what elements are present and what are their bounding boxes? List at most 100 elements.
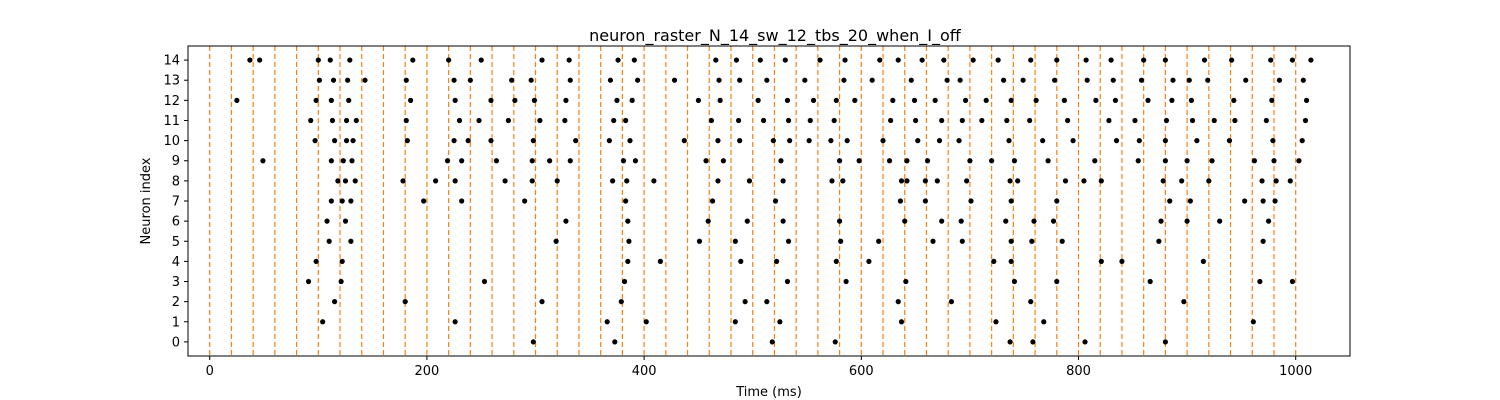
spike-point: [1276, 77, 1283, 83]
spike-point: [347, 57, 353, 63]
spike-point: [866, 258, 872, 264]
spike-point: [1243, 77, 1249, 83]
spike-point: [738, 258, 744, 264]
spike-point: [1098, 178, 1104, 184]
spike-point: [1028, 299, 1034, 305]
spike-point: [627, 138, 633, 144]
x-tick-label: 0: [206, 364, 214, 379]
spike-point: [623, 198, 629, 204]
spike-point: [332, 138, 338, 144]
spike-point: [956, 138, 962, 144]
spike-point: [1112, 97, 1119, 103]
spike-point: [856, 158, 862, 164]
y-tick-label: 9: [172, 154, 180, 169]
spike-point: [713, 57, 719, 63]
spike-point: [1156, 238, 1162, 244]
spike-point: [330, 77, 337, 83]
spike-point: [465, 138, 471, 144]
spike-point: [257, 57, 263, 63]
y-tick-label: 10: [163, 134, 180, 149]
spike-point: [922, 198, 928, 204]
spike-point: [1132, 117, 1138, 124]
spike-point: [614, 97, 620, 103]
spike-point: [1045, 158, 1051, 164]
spike-point: [922, 178, 928, 184]
spike-point: [1147, 278, 1153, 285]
spike-point: [528, 77, 534, 83]
spike-point: [547, 158, 553, 164]
spike-point: [1303, 97, 1310, 103]
spike-point: [567, 158, 573, 164]
spike-point: [979, 117, 985, 124]
spike-point: [566, 57, 572, 63]
spike-point: [328, 97, 334, 103]
spike-point: [1006, 138, 1012, 144]
y-tick-label: 7: [172, 195, 180, 210]
spike-point: [715, 178, 721, 184]
spike-point: [777, 319, 783, 325]
spike-point: [563, 218, 569, 224]
spike-point: [1269, 97, 1275, 103]
spike-point: [1029, 238, 1035, 244]
y-tick-label: 12: [163, 94, 180, 109]
spike-point: [247, 57, 253, 63]
spike-point: [1162, 57, 1168, 63]
spike-point: [915, 138, 921, 144]
spike-point: [1273, 178, 1279, 184]
spike-point: [778, 158, 784, 164]
y-tick-label: 13: [163, 74, 180, 89]
spike-point: [959, 238, 965, 244]
spike-point: [1008, 238, 1014, 244]
spike-point: [841, 77, 847, 83]
spike-point: [1059, 238, 1065, 244]
spike-point: [995, 57, 1001, 63]
spike-point: [1200, 258, 1206, 264]
spike-point: [346, 97, 352, 103]
spike-point: [831, 117, 837, 124]
spike-point: [787, 138, 793, 144]
spike-point: [1184, 158, 1190, 164]
y-tick-label: 1: [172, 315, 180, 330]
spike-point: [709, 198, 716, 204]
x-tick-label: 400: [632, 364, 657, 379]
spike-point: [774, 258, 780, 264]
spike-point: [695, 97, 702, 103]
spike-point: [340, 158, 346, 164]
spike-point: [903, 278, 909, 285]
spike-point: [742, 299, 748, 305]
spike-point: [339, 258, 345, 264]
spike-point: [327, 57, 333, 63]
spike-point: [1162, 158, 1168, 164]
spike-point: [631, 57, 637, 63]
spike-point: [488, 97, 494, 103]
spike-point: [1135, 158, 1141, 164]
x-tick-label: 200: [415, 364, 440, 379]
spike-point: [1008, 97, 1014, 103]
spike-point: [737, 138, 743, 144]
y-tick-label: 3: [172, 275, 180, 290]
spike-point: [1189, 117, 1196, 124]
spike-point: [1181, 299, 1187, 305]
spike-point: [459, 198, 465, 204]
spike-point: [780, 218, 786, 224]
spike-point: [313, 97, 319, 103]
spike-point: [623, 117, 629, 124]
spike-point: [732, 238, 738, 244]
spike-point: [716, 77, 722, 83]
spike-point: [1054, 278, 1060, 285]
spike-point: [531, 97, 538, 103]
spike-point: [308, 117, 314, 124]
spike-point: [1300, 77, 1306, 83]
spike-point: [1031, 218, 1037, 224]
spike-point: [362, 77, 368, 83]
spike-point: [833, 258, 839, 264]
spike-point: [1092, 158, 1098, 164]
spike-point: [829, 178, 835, 184]
spike-point: [1260, 238, 1266, 244]
spike-point: [1040, 138, 1046, 144]
spike-point: [1211, 117, 1217, 124]
x-axis-ticks: 0 200 400 600 800 1000: [206, 356, 1312, 379]
spike-point: [962, 97, 969, 103]
spike-point: [452, 178, 458, 184]
